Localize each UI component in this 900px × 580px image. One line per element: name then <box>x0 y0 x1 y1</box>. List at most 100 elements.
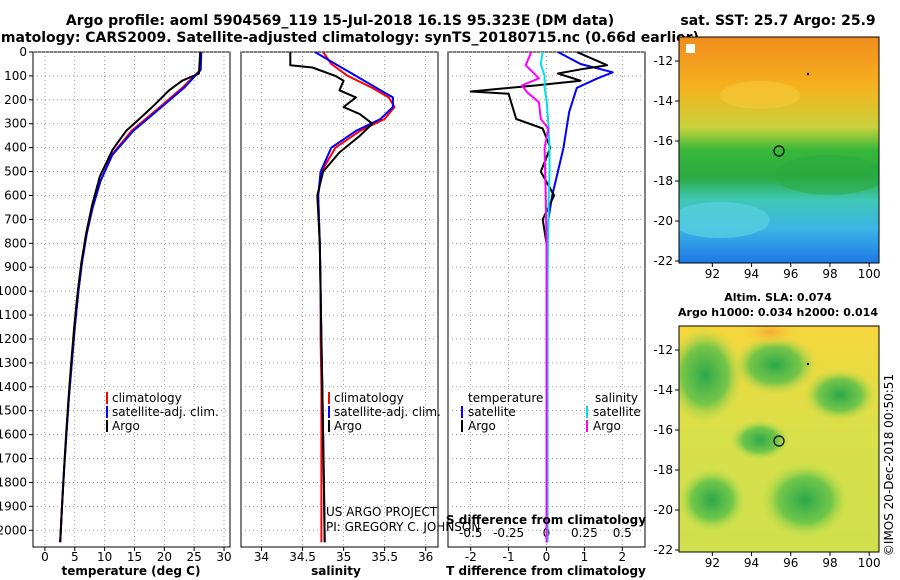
sla-map-x-tick-label: 100 <box>858 556 881 570</box>
difference-line-s-satellite <box>539 52 551 543</box>
difference-x-tick-label: 0 <box>543 550 551 564</box>
salinity-legend: climatology satellite-adj. clim. Argo <box>328 391 441 433</box>
sla-map-blob <box>679 468 746 532</box>
sst-map-ticks: 92 94 96 98 100 -12 -14 -16 -18 -20 -22 <box>653 54 880 281</box>
sla-map <box>679 326 879 552</box>
temperature-line-climatology <box>59 52 202 543</box>
sst-map-patch <box>679 202 770 238</box>
sst-map-y-tick-label: -14 <box>653 94 673 108</box>
depth-tick-label: 1700 <box>0 452 27 466</box>
sla-map-y-tick-label: -12 <box>653 343 673 357</box>
difference-x-tick-label: 2 <box>618 550 626 564</box>
sla-map-x-tick-label: 94 <box>744 556 759 570</box>
depth-tick-label: 1300 <box>0 356 27 370</box>
difference-x-tick-label: -1 <box>503 550 515 564</box>
sla-map-blob <box>733 335 817 395</box>
depth-tick-label: 800 <box>4 236 27 250</box>
sla-map-frame <box>678 325 880 553</box>
salinity-x-tick-label: 35 <box>336 550 351 564</box>
sla-title-line-2: Argo h1000: 0.034 h2000: 0.014 <box>678 306 878 319</box>
difference-x-ticks: -2 -1 0 1 2 <box>465 547 626 564</box>
sla-map-y-tick-label: -14 <box>653 383 673 397</box>
temperature-x-tick-label: 5 <box>71 550 79 564</box>
s-difference-axis-label: S difference from climatology <box>446 513 646 527</box>
depth-tick-label: 2000 <box>0 523 27 537</box>
temperature-x-tick-label: 15 <box>127 550 142 564</box>
sst-map-x-tick-label: 98 <box>822 267 837 281</box>
sla-map-ticks: 92 94 96 98 100 -12 -14 -16 -18 -20 -22 <box>653 343 880 570</box>
depth-tick-label: 100 <box>4 69 27 83</box>
temperature-x-ticks: 0 5 10 15 20 25 30 <box>41 547 232 564</box>
project-line-2: PI: GREGORY C. JOHNSON <box>326 520 480 534</box>
sla-map-dot <box>806 362 810 366</box>
sst-map-x-tick-label: 100 <box>858 267 881 281</box>
temperature-x-tick-label: 25 <box>187 550 202 564</box>
legend-label-climatology: climatology <box>112 391 182 405</box>
depth-tick-label: 1500 <box>0 404 27 418</box>
sla-title-line-1: Altim. SLA: 0.074 <box>724 291 832 304</box>
difference-x-tick-label: -2 <box>465 550 477 564</box>
depth-tick-label: 400 <box>4 141 27 155</box>
depth-tick-label: 600 <box>4 188 27 202</box>
depth-tick-label: 300 <box>4 117 27 131</box>
sst-map <box>679 37 879 263</box>
t-difference-axis-label: T difference from climatology <box>446 564 646 578</box>
salinity-x-tick-label: 35.5 <box>371 550 398 564</box>
sla-map-blob <box>730 420 790 460</box>
difference-line-t-satellite <box>545 52 614 543</box>
salinity-line-argo <box>289 52 374 543</box>
legend-label-t-satellite: satellite <box>468 405 516 419</box>
s-difference-x-tick-label: 0.25 <box>571 526 598 540</box>
sst-map-patch <box>775 155 879 195</box>
temperature-x-tick-label: 30 <box>216 550 231 564</box>
title-line-2: Climatology: CARS2009. Satellite-adjuste… <box>0 30 699 46</box>
sst-map-x-tick-label: 94 <box>744 267 759 281</box>
legend-header-temperature: temperature <box>468 391 543 405</box>
sla-map-x-tick-label: 96 <box>783 556 798 570</box>
s-difference-x-tick-label: -0.5 <box>459 526 482 540</box>
temperature-lines <box>59 52 203 543</box>
depth-tick-label: 1000 <box>0 284 27 298</box>
temperature-panel-frame <box>32 51 231 548</box>
sst-map-frame <box>678 36 880 264</box>
sst-map-x-tick-label: 92 <box>705 267 720 281</box>
depth-tick-label: 1900 <box>0 499 27 513</box>
salinity-x-tick-label: 36 <box>418 550 433 564</box>
legend-label-s-satellite: satellite <box>593 405 641 419</box>
salinity-line-satellite-adj-clim <box>314 52 394 543</box>
credit-text: ©IMOS 20-Dec-2018 00:50:51 <box>882 374 896 556</box>
s-difference-x-tick-label: -0.25 <box>493 526 524 540</box>
difference-lines <box>469 52 614 543</box>
sla-map-y-tick-label: -20 <box>653 503 673 517</box>
legend-label-s-argo: Argo <box>593 419 621 433</box>
sla-argo-position-marker <box>773 435 785 447</box>
difference-line-t-argo <box>469 52 609 543</box>
sst-map-land-marker <box>686 44 695 53</box>
legend-label-argo: Argo <box>334 419 362 433</box>
sla-map-y-tick-label: -18 <box>653 463 673 477</box>
s-difference-x-tick-label: 0.5 <box>613 526 632 540</box>
sst-map-y-tick-label: -20 <box>653 214 673 228</box>
depth-tick-label: 1400 <box>0 380 27 394</box>
salinity-lines <box>289 52 396 543</box>
depth-tick-label: 1100 <box>0 308 27 322</box>
depth-tick-label: 1200 <box>0 332 27 346</box>
salinity-line-climatology <box>317 52 396 543</box>
salinity-x-tick-label: 34 <box>254 550 269 564</box>
salinity-difference-x-ticks: -0.5 -0.25 0 0.25 0.5 <box>459 526 632 540</box>
temperature-x-tick-label: 20 <box>157 550 172 564</box>
depth-tick-label: 1800 <box>0 475 27 489</box>
sst-map-x-tick-label: 96 <box>783 267 798 281</box>
sst-title: sat. SST: 25.7 Argo: 25.9 <box>680 13 875 29</box>
temperature-legend: climatology satellite-adj. clim. Argo <box>106 391 219 433</box>
legend-label-t-argo: Argo <box>468 419 496 433</box>
legend-label-satellite: satellite-adj. clim. <box>112 405 219 419</box>
temperature-x-tick-label: 0 <box>41 550 49 564</box>
sst-map-y-tick-label: -18 <box>653 174 673 188</box>
sla-map-blob <box>804 369 876 421</box>
sst-map-y-tick-label: -16 <box>653 134 673 148</box>
sla-map-blob-high <box>740 326 800 346</box>
project-line-1: US ARGO PROJECT <box>326 505 438 519</box>
